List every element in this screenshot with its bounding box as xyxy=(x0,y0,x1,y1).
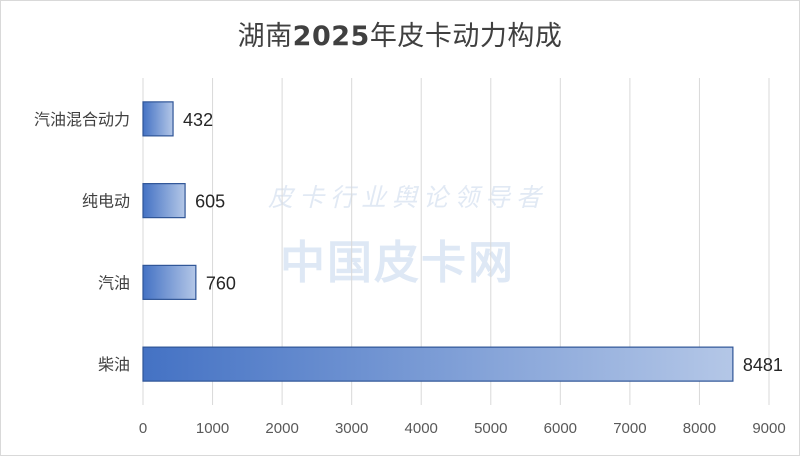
chart-title: 湖南2025年皮卡动力构成 xyxy=(237,21,563,52)
category-label: 纯电动 xyxy=(82,192,130,211)
x-tick-label: 6000 xyxy=(544,420,577,437)
watermark-logo-text: 中国皮卡网 xyxy=(280,236,516,289)
category-label: 汽油 xyxy=(98,273,130,292)
x-tick-label: 5000 xyxy=(474,420,507,437)
bar xyxy=(142,264,197,300)
x-tick-label: 0 xyxy=(139,420,147,437)
data-label: 432 xyxy=(183,110,213,130)
bars xyxy=(142,101,734,382)
bar xyxy=(142,346,734,382)
x-tick-label: 7000 xyxy=(613,420,646,437)
category-label: 汽油混合动力 xyxy=(34,110,130,129)
x-tick-label: 3000 xyxy=(335,420,368,437)
labels: 0 1000 2000 3000 4000 5000 6000 7000 8000 9000 汽油混… xyxy=(34,110,786,437)
watermark-slogan: 皮卡行业舆论领导者 xyxy=(268,183,548,212)
bar xyxy=(142,101,174,137)
x-tick-label: 8000 xyxy=(683,420,716,437)
x-tick-label: 1000 xyxy=(196,420,229,437)
data-label: 8481 xyxy=(743,355,783,375)
category-label: 柴油 xyxy=(98,355,130,374)
data-label: 605 xyxy=(195,192,225,212)
x-tick-label: 9000 xyxy=(752,420,785,437)
bar xyxy=(142,183,186,219)
x-tick-label: 4000 xyxy=(405,420,438,437)
data-label: 760 xyxy=(206,273,236,293)
x-tick-label: 2000 xyxy=(265,420,298,437)
